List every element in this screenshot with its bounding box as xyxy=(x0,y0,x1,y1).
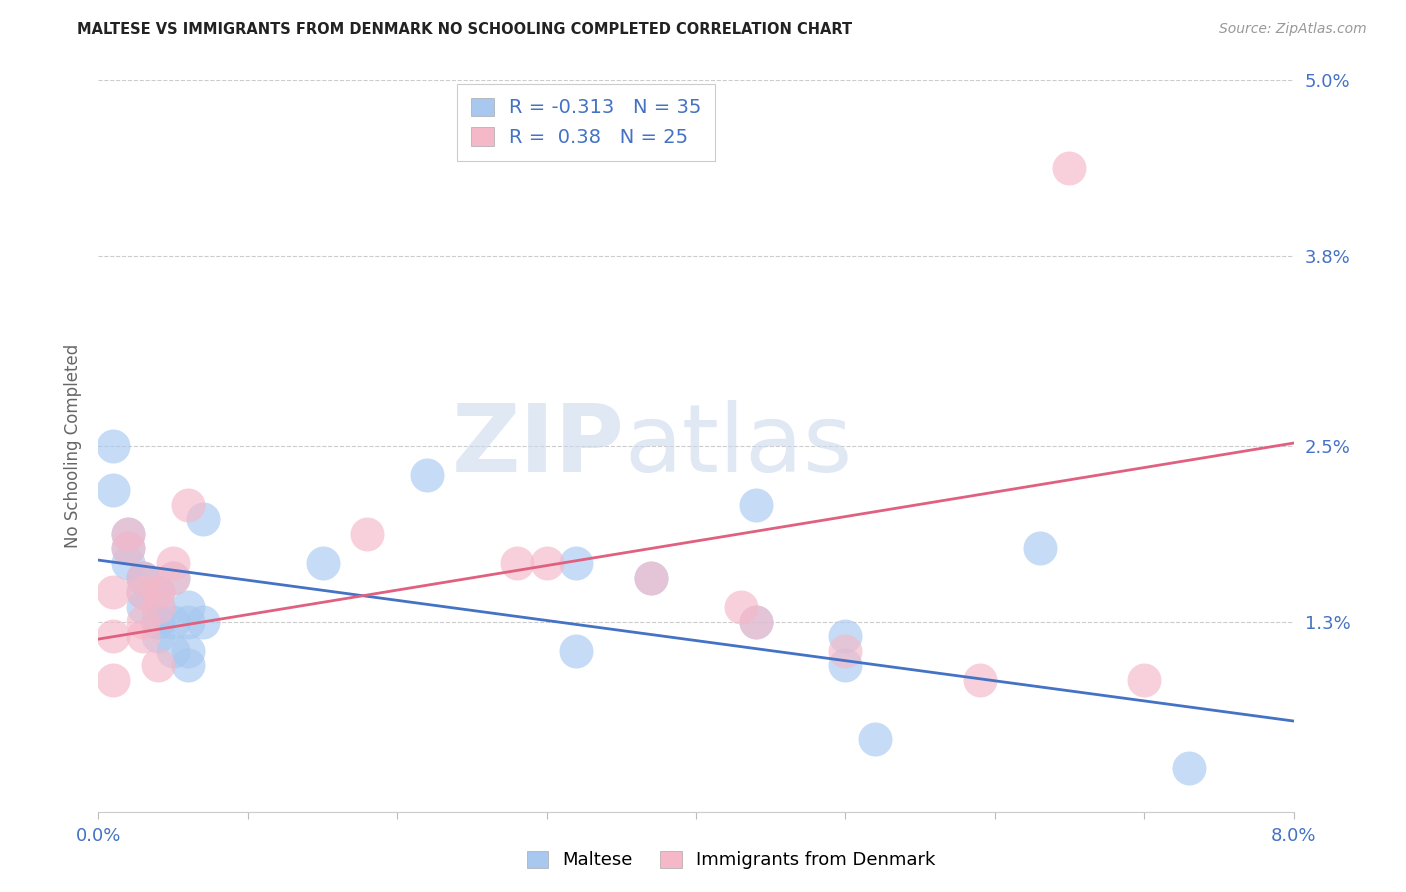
Point xyxy=(103,483,125,497)
Point xyxy=(311,556,333,570)
Point xyxy=(177,498,200,512)
Point xyxy=(132,629,155,643)
Point xyxy=(132,585,155,599)
Point xyxy=(162,615,184,629)
Point xyxy=(117,541,139,556)
Point xyxy=(191,615,214,629)
Point xyxy=(969,673,991,687)
Point xyxy=(865,731,887,746)
Point xyxy=(148,599,170,614)
Point xyxy=(162,571,184,585)
Point xyxy=(148,585,170,599)
Point xyxy=(1133,673,1156,687)
Point xyxy=(536,556,558,570)
Y-axis label: No Schooling Completed: No Schooling Completed xyxy=(65,344,83,548)
Point xyxy=(117,556,139,570)
Point xyxy=(416,468,439,483)
Point xyxy=(191,512,214,526)
Point xyxy=(148,615,170,629)
Point xyxy=(565,644,588,658)
Text: Source: ZipAtlas.com: Source: ZipAtlas.com xyxy=(1219,22,1367,37)
Point xyxy=(148,658,170,673)
Point xyxy=(162,571,184,585)
Point xyxy=(103,673,125,687)
Point xyxy=(565,556,588,570)
Point xyxy=(834,629,856,643)
Point xyxy=(162,644,184,658)
Point xyxy=(132,571,155,585)
Point xyxy=(132,615,155,629)
Point xyxy=(132,571,155,585)
Point xyxy=(506,556,529,570)
Point xyxy=(1059,161,1081,175)
Point xyxy=(745,615,768,629)
Point xyxy=(177,658,200,673)
Point xyxy=(117,526,139,541)
Point xyxy=(148,585,170,599)
Legend: Maltese, Immigrants from Denmark: Maltese, Immigrants from Denmark xyxy=(517,842,945,879)
Point xyxy=(834,658,856,673)
Text: MALTESE VS IMMIGRANTS FROM DENMARK NO SCHOOLING COMPLETED CORRELATION CHART: MALTESE VS IMMIGRANTS FROM DENMARK NO SC… xyxy=(77,22,852,37)
Point xyxy=(640,571,662,585)
Point xyxy=(103,629,125,643)
Text: atlas: atlas xyxy=(624,400,852,492)
Point xyxy=(745,498,768,512)
Text: ZIP: ZIP xyxy=(451,400,624,492)
Point xyxy=(730,599,752,614)
Point xyxy=(1028,541,1050,556)
Point xyxy=(834,644,856,658)
Point xyxy=(103,585,125,599)
Point xyxy=(148,615,170,629)
Legend: R = -0.313   N = 35, R =  0.38   N = 25: R = -0.313 N = 35, R = 0.38 N = 25 xyxy=(457,84,716,161)
Point xyxy=(1178,761,1201,775)
Point xyxy=(640,571,662,585)
Point xyxy=(132,585,155,599)
Point xyxy=(132,599,155,614)
Point xyxy=(162,556,184,570)
Point xyxy=(177,615,200,629)
Point xyxy=(117,526,139,541)
Point xyxy=(117,541,139,556)
Point xyxy=(177,599,200,614)
Point xyxy=(103,439,125,453)
Point xyxy=(745,615,768,629)
Point xyxy=(132,571,155,585)
Point xyxy=(148,599,170,614)
Point xyxy=(148,629,170,643)
Point xyxy=(356,526,378,541)
Point xyxy=(177,644,200,658)
